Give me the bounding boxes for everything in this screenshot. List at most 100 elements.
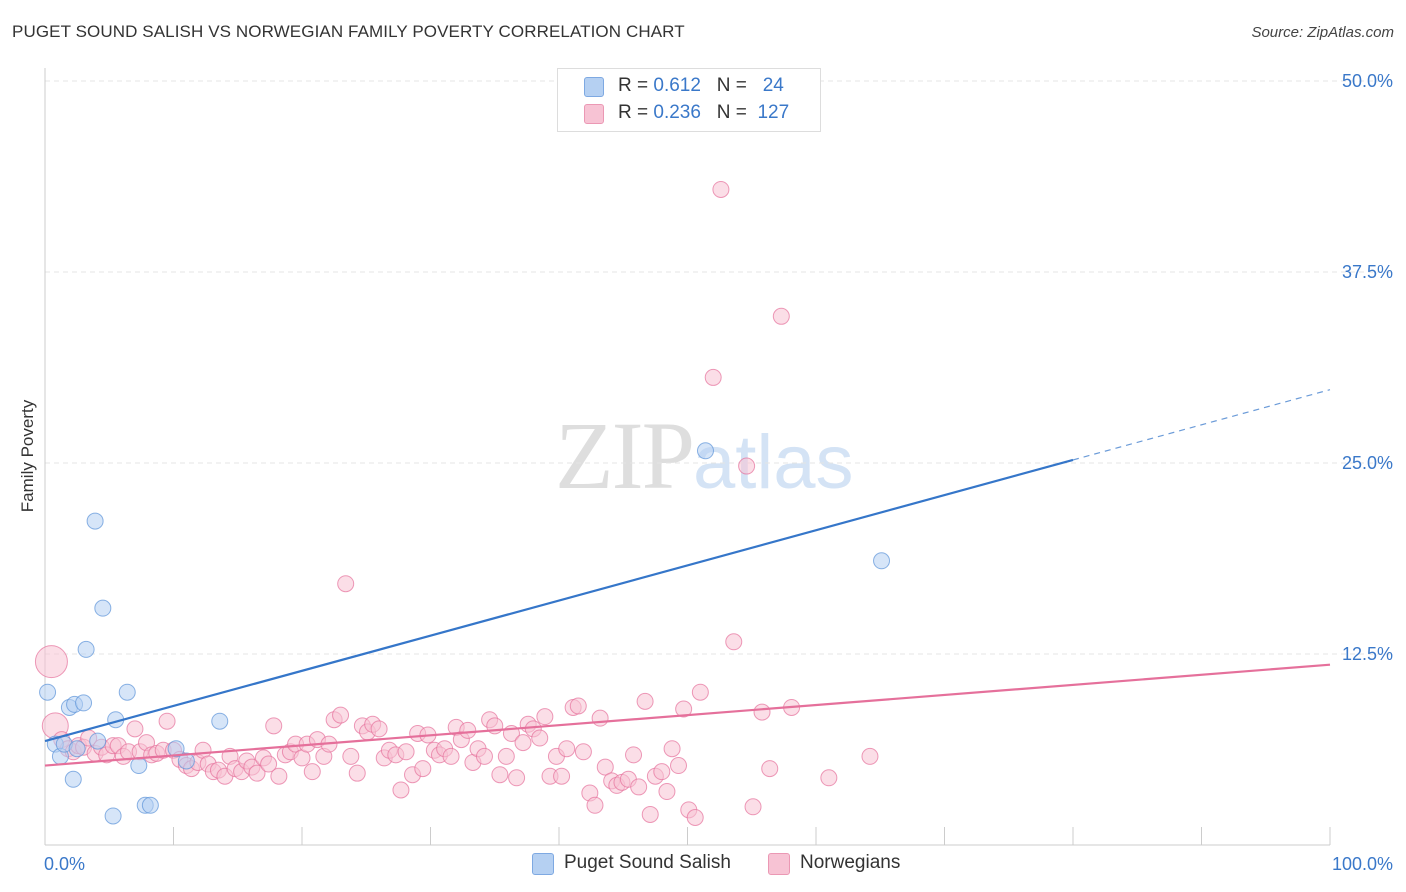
data-point-salish <box>177 752 195 770</box>
legend-n-value: 127 <box>757 102 790 123</box>
y-tick-label: 12.5% <box>1342 644 1393 664</box>
data-point-norwegians <box>497 747 515 765</box>
watermark-zip: ZIP <box>555 402 695 509</box>
data-point-norwegians <box>753 703 771 721</box>
data-point-norwegians <box>569 697 587 715</box>
data-point-norwegians <box>514 734 532 752</box>
x-tick-label: 0.0% <box>44 854 85 874</box>
data-point-salish <box>39 683 57 701</box>
data-point-norwegians <box>126 720 144 738</box>
data-point-norwegians <box>348 764 366 782</box>
data-point-norwegians <box>459 721 477 739</box>
legend-r-label: R = <box>618 75 649 96</box>
legend-r-value: 0.612 <box>653 75 701 96</box>
data-point-norwegians <box>248 764 266 782</box>
data-point-norwegians <box>337 575 355 593</box>
data-point-norwegians <box>641 805 659 823</box>
data-point-norwegians <box>553 767 571 785</box>
bottom-legend-swatch-norwegians <box>768 853 790 875</box>
data-point-norwegians <box>586 796 604 814</box>
data-point-salish <box>167 740 185 758</box>
data-point-norwegians <box>397 743 415 761</box>
data-point-norwegians <box>820 769 838 787</box>
trendline-norwegians <box>44 663 1331 767</box>
data-point-norwegians <box>712 180 730 198</box>
data-point-norwegians <box>625 746 643 764</box>
data-point-norwegians <box>475 747 493 765</box>
data-point-norwegians <box>670 757 688 775</box>
data-point-norwegians <box>761 760 779 778</box>
bottom-legend-label-salish: Puget Sound Salish <box>564 852 731 873</box>
data-point-salish <box>104 807 122 825</box>
data-point-norwegians <box>861 747 879 765</box>
data-point-norwegians <box>596 758 614 776</box>
data-point-norwegians <box>675 700 693 718</box>
data-point-salish <box>94 599 112 617</box>
data-point-norwegians <box>260 755 278 773</box>
data-point-salish <box>75 694 93 712</box>
legend-swatch-salish <box>584 77 604 97</box>
data-point-norwegians <box>392 781 410 799</box>
data-point-norwegians <box>574 743 592 761</box>
legend-r-label: R = <box>618 102 649 123</box>
source-label: Source: ZipAtlas.com <box>1251 24 1394 41</box>
correlation-legend: R = 0.612 N = 24 R = 0.236 N = 127 <box>557 68 821 132</box>
chart-title: PUGET SOUND SALISH VS NORWEGIAN FAMILY P… <box>12 22 685 41</box>
data-point-norwegians <box>691 683 709 701</box>
data-point-norwegians <box>744 798 762 816</box>
data-point-salish <box>141 796 159 814</box>
bottom-legend-label-norwegians: Norwegians <box>800 852 901 873</box>
data-point-norwegians <box>704 368 722 386</box>
data-point-norwegians <box>558 740 576 758</box>
legend-n-label: N = <box>716 102 747 123</box>
data-point-salish <box>130 757 148 775</box>
data-point-salish <box>64 770 82 788</box>
data-point-salish <box>118 683 136 701</box>
data-point-norwegians <box>663 740 681 758</box>
y-axis-label: Family Poverty <box>18 399 37 513</box>
data-point-norwegians <box>536 708 554 726</box>
data-point-norwegians <box>508 769 526 787</box>
bottom-legend-swatch-salish <box>532 853 554 875</box>
data-point-norwegians <box>591 709 609 727</box>
legend-n-label: N = <box>716 75 747 96</box>
data-point-salish <box>77 640 95 658</box>
y-tick-label: 37.5% <box>1342 262 1393 282</box>
data-point-norwegians <box>303 763 321 781</box>
legend-r-value: 0.236 <box>653 102 701 123</box>
data-point-norwegians <box>686 808 704 826</box>
data-point-norwegians <box>332 706 350 724</box>
data-point-norwegians <box>658 783 676 801</box>
data-point-norwegians <box>414 760 432 778</box>
data-point-norwegians <box>630 778 648 796</box>
trendline-salish <box>44 458 1074 743</box>
legend-swatch-norwegians <box>584 104 604 124</box>
watermark: ZIPatlas <box>555 400 854 511</box>
data-point-norwegians <box>442 747 460 765</box>
data-point-norwegians <box>738 457 756 475</box>
data-point-norwegians <box>772 307 790 325</box>
y-tick-label: 25.0% <box>1342 453 1393 473</box>
data-point-norwegians <box>342 747 360 765</box>
data-point-norwegians <box>270 767 288 785</box>
data-point-salish <box>211 712 229 730</box>
data-point-norwegians <box>370 720 388 738</box>
data-point-salish <box>873 552 891 570</box>
y-tick-label: 50.0% <box>1342 71 1393 91</box>
data-point-norwegians <box>531 729 549 747</box>
data-point-norwegians <box>725 633 743 651</box>
data-point-salish <box>86 512 104 530</box>
watermark-atlas: atlas <box>693 420 854 505</box>
data-point-salish <box>696 442 714 460</box>
data-point-norwegians <box>636 692 654 710</box>
data-point-norwegians <box>158 712 176 730</box>
data-point-salish <box>68 740 86 758</box>
data-point-norwegians <box>34 645 68 679</box>
trendline-salish-extension <box>1072 389 1331 461</box>
data-point-norwegians <box>653 763 671 781</box>
x-tick-label: 100.0% <box>1332 854 1393 874</box>
legend-n-value: 24 <box>762 75 784 96</box>
data-point-norwegians <box>491 766 509 784</box>
data-point-norwegians <box>265 717 283 735</box>
